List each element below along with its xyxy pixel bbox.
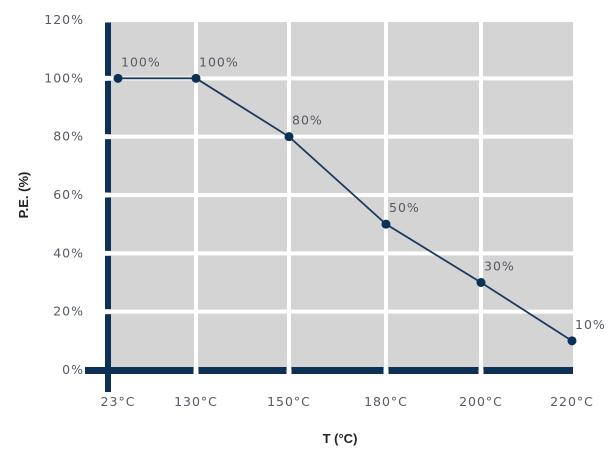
y-tick-label: 100% xyxy=(44,70,84,85)
data-label: 30% xyxy=(484,259,515,274)
x-axis-ticks: 23°C 130°C 150°C 180°C 200°C 220°C xyxy=(101,394,594,409)
data-label: 50% xyxy=(389,200,420,215)
data-label: 100% xyxy=(199,54,239,69)
x-tick-label: 180°C xyxy=(364,394,408,409)
y-tick-label: 40% xyxy=(53,245,84,260)
y-tick-label: 120% xyxy=(44,12,84,27)
y-axis-segment xyxy=(105,139,111,193)
x-axis-segment xyxy=(291,367,384,374)
data-label: 10% xyxy=(575,317,606,332)
y-axis-title: P.E. (%) xyxy=(16,172,31,219)
y-axis-segment xyxy=(105,255,111,310)
x-axis-title: T (°C) xyxy=(323,431,358,446)
data-labels: 100% 100% 80% 50% 30% 10% xyxy=(121,54,606,332)
x-tick-label: 220°C xyxy=(550,394,594,409)
x-tick-label: 23°C xyxy=(101,394,136,409)
data-point xyxy=(191,73,201,83)
y-tick-label: 60% xyxy=(53,187,84,202)
data-point xyxy=(476,278,486,287)
y-axis-segment xyxy=(105,314,111,392)
y-tick-label: 80% xyxy=(53,129,84,144)
y-axis-segment xyxy=(105,80,111,135)
x-tick-label: 150°C xyxy=(267,394,311,409)
axes xyxy=(85,22,573,392)
data-series xyxy=(113,73,577,346)
data-point xyxy=(113,73,123,83)
y-axis-segment xyxy=(105,197,111,251)
y-tick-label: 0% xyxy=(62,362,84,377)
x-tick-label: 130°C xyxy=(174,394,218,409)
data-point xyxy=(567,336,577,346)
y-axis-segment xyxy=(105,22,111,76)
x-axis-segment xyxy=(198,367,287,374)
gridlines xyxy=(108,18,573,370)
data-label: 100% xyxy=(121,54,161,69)
data-label: 80% xyxy=(292,113,323,128)
x-axis-segment xyxy=(85,367,194,374)
data-point xyxy=(284,132,294,142)
data-point xyxy=(381,219,391,229)
x-axis-segment xyxy=(483,367,573,374)
y-axis-ticks: 0% 20% 40% 60% 80% 100% 120% xyxy=(44,12,84,377)
x-tick-label: 200°C xyxy=(459,394,503,409)
series-line xyxy=(118,77,573,342)
y-tick-label: 20% xyxy=(53,304,84,319)
x-axis-segment xyxy=(388,367,479,374)
